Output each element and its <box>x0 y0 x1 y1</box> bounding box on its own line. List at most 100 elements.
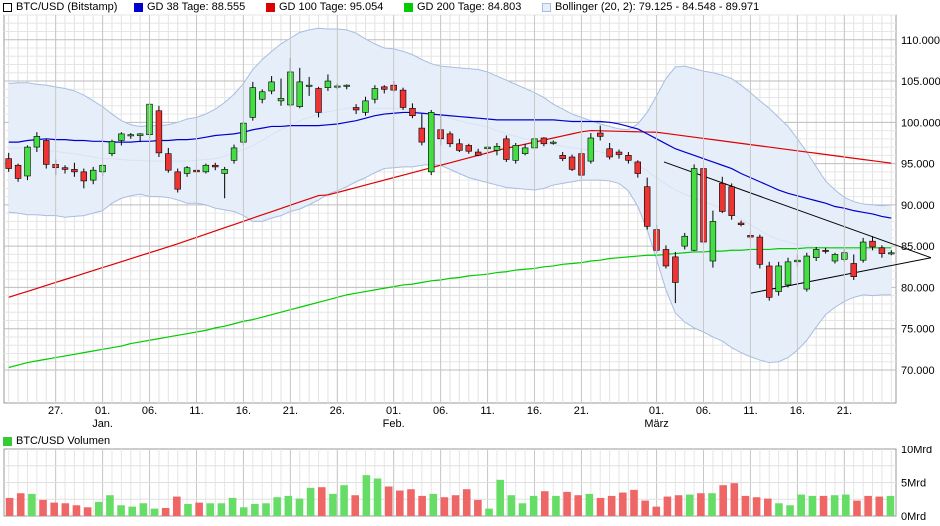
volume-bar <box>775 503 783 516</box>
volume-bar <box>585 493 594 516</box>
volume-bar <box>630 489 638 516</box>
volume-bar <box>563 491 571 516</box>
candle-body <box>33 136 41 148</box>
volume-bar <box>262 503 270 516</box>
candle-body <box>737 222 745 225</box>
candle-body <box>428 112 435 173</box>
volume-bar <box>206 503 215 516</box>
volume-bar <box>741 495 750 516</box>
volume-bar <box>886 495 895 516</box>
candle-body <box>643 186 651 227</box>
volume-bar <box>429 493 438 516</box>
x-tick-label: 16. <box>527 405 542 417</box>
candle-body <box>14 164 22 179</box>
volume-bar <box>507 495 516 516</box>
candle-body <box>756 236 764 265</box>
candle-body <box>249 87 257 118</box>
candle-body <box>61 167 69 170</box>
volume-bar <box>540 491 549 516</box>
candle-body <box>888 252 895 255</box>
candle-body <box>681 235 688 247</box>
volume-legend-label: BTC/USD Volumen <box>16 435 111 447</box>
volume-bar <box>317 487 326 516</box>
volume-bar <box>195 502 203 516</box>
candle-body <box>587 137 595 162</box>
candle-body <box>606 148 613 158</box>
legend-label-bollinger: Bollinger (20, 2): 79.125 - 84.548 - 89.… <box>555 1 760 13</box>
volume-bar <box>28 493 36 516</box>
candle-body <box>559 155 566 159</box>
legend-label-sma200: GD 200 Tage: 84.803 <box>417 1 522 13</box>
candle-body <box>221 169 228 174</box>
x-tick-label: 26. <box>330 405 345 417</box>
volume-bar <box>819 495 828 516</box>
sma200-line <box>8 247 892 369</box>
candle-body <box>183 167 191 174</box>
candle-body <box>212 164 219 168</box>
volume-bar <box>607 495 616 516</box>
candle-body <box>568 156 576 170</box>
volume-bar <box>708 493 716 516</box>
volume-bar <box>674 495 683 516</box>
legend-item-sma100: GD 100 Tage: 95.054 <box>266 1 383 13</box>
candle-body <box>803 255 811 290</box>
volume-bar <box>451 495 460 516</box>
candle-body <box>71 169 78 173</box>
candle-body <box>230 147 238 161</box>
candle-body <box>418 127 426 143</box>
volume-bar <box>596 497 605 516</box>
candle-body <box>540 137 548 145</box>
candle-body <box>24 146 31 177</box>
legend-swatch-sma38 <box>134 2 143 12</box>
legend-swatch-sma100 <box>266 2 275 12</box>
x-tick-label: 06. <box>142 405 157 417</box>
volume-bar <box>16 493 25 516</box>
candle-body <box>784 261 792 286</box>
volume-bar <box>730 483 739 516</box>
volume-legend-swatch <box>3 436 12 446</box>
candle-body <box>80 171 88 182</box>
x-tick-label: 11. <box>480 405 494 417</box>
candle-body <box>728 186 735 216</box>
candle-body <box>155 110 163 154</box>
candle-body <box>296 81 303 107</box>
price-legend: BTC/USD (Bitstamp) GD 38 Tage: 88.555 GD… <box>0 0 940 14</box>
candle-body <box>662 249 670 267</box>
candle-body <box>625 155 632 161</box>
candle-body <box>878 247 886 254</box>
candle-body <box>672 256 679 283</box>
volume-bars <box>5 475 895 516</box>
candle-body <box>371 88 379 100</box>
candle-body <box>512 145 519 161</box>
volume-bar <box>697 493 705 516</box>
volume-bar <box>440 497 449 516</box>
x-tick-label: 01. <box>95 405 110 417</box>
candle-body <box>324 80 332 88</box>
x-month-label: Jan. <box>92 418 113 430</box>
y-tick-label: 80.000 <box>901 282 935 294</box>
x-tick-label: 27. <box>48 405 63 417</box>
legend-label-sma38: GD 38 Tage: 88.555 <box>147 1 246 13</box>
volume-bar <box>117 505 125 516</box>
volume-bar <box>295 498 304 516</box>
volume-bar <box>306 487 315 516</box>
volume-bar <box>808 495 817 516</box>
volume-bar <box>396 490 404 516</box>
candle-body <box>869 240 876 248</box>
volume-bar <box>5 497 14 516</box>
candle-body <box>43 140 50 165</box>
volume-bar <box>763 498 772 516</box>
volume-bar <box>652 506 661 516</box>
candle-body <box>850 263 857 277</box>
candle-body <box>766 265 773 298</box>
candle-body <box>503 138 510 160</box>
bollinger-lower-line <box>8 163 892 364</box>
candle-body <box>5 158 12 169</box>
legend-item-sma38: GD 38 Tage: 88.555 <box>134 1 245 13</box>
x-tick-label: 21. <box>283 405 298 417</box>
x-tick-label: 06. <box>696 405 711 417</box>
volume-bar <box>340 485 348 516</box>
volume-bar <box>719 485 727 516</box>
candle-body <box>136 133 144 136</box>
candle-body <box>343 84 350 87</box>
